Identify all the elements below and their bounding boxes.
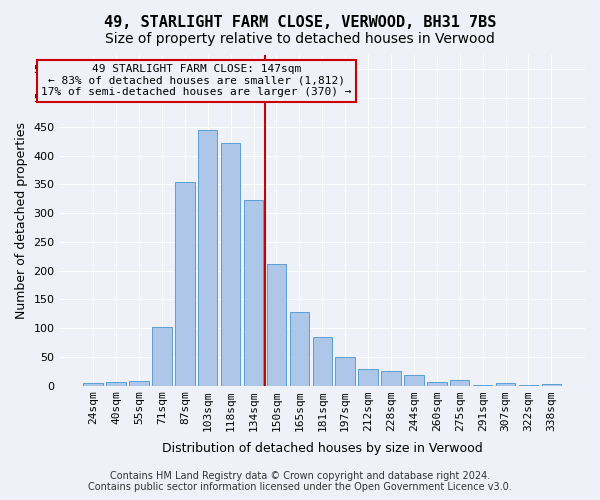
- Bar: [381, 371, 401, 386]
- Y-axis label: Number of detached properties: Number of detached properties: [15, 122, 28, 319]
- Bar: [496, 382, 515, 386]
- Bar: [450, 380, 469, 386]
- Text: Contains HM Land Registry data © Crown copyright and database right 2024.
Contai: Contains HM Land Registry data © Crown c…: [88, 471, 512, 492]
- Bar: [313, 336, 332, 386]
- Bar: [290, 312, 309, 386]
- Bar: [358, 369, 378, 386]
- Bar: [267, 264, 286, 386]
- X-axis label: Distribution of detached houses by size in Verwood: Distribution of detached houses by size …: [162, 442, 482, 455]
- Bar: [175, 182, 194, 386]
- Bar: [198, 130, 217, 386]
- Text: 49, STARLIGHT FARM CLOSE, VERWOOD, BH31 7BS: 49, STARLIGHT FARM CLOSE, VERWOOD, BH31 …: [104, 15, 496, 30]
- Bar: [427, 382, 446, 386]
- Bar: [244, 200, 263, 386]
- Bar: [473, 385, 493, 386]
- Bar: [519, 385, 538, 386]
- Bar: [335, 357, 355, 386]
- Bar: [404, 375, 424, 386]
- Bar: [221, 143, 241, 386]
- Text: 49 STARLIGHT FARM CLOSE: 147sqm
← 83% of detached houses are smaller (1,812)
17%: 49 STARLIGHT FARM CLOSE: 147sqm ← 83% of…: [41, 64, 352, 98]
- Bar: [152, 327, 172, 386]
- Bar: [83, 383, 103, 386]
- Bar: [106, 382, 126, 386]
- Bar: [129, 381, 149, 386]
- Bar: [542, 384, 561, 386]
- Text: Size of property relative to detached houses in Verwood: Size of property relative to detached ho…: [105, 32, 495, 46]
